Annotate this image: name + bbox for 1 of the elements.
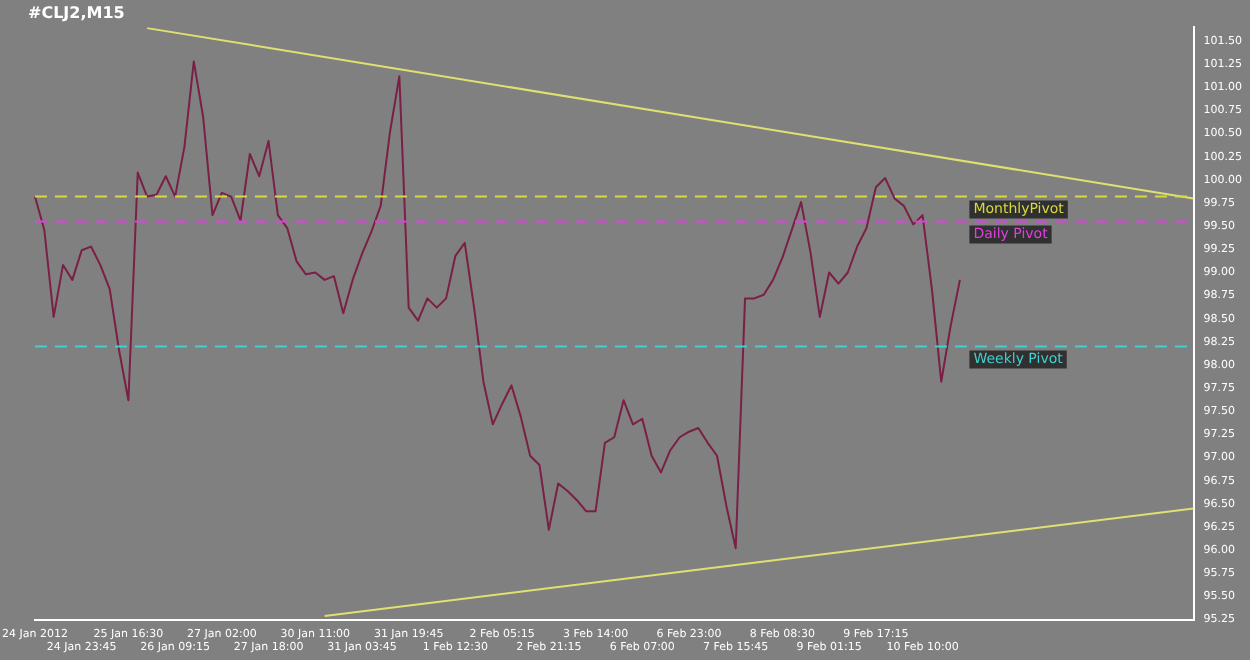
chart-title: #CLJ2,M15 bbox=[28, 3, 126, 22]
